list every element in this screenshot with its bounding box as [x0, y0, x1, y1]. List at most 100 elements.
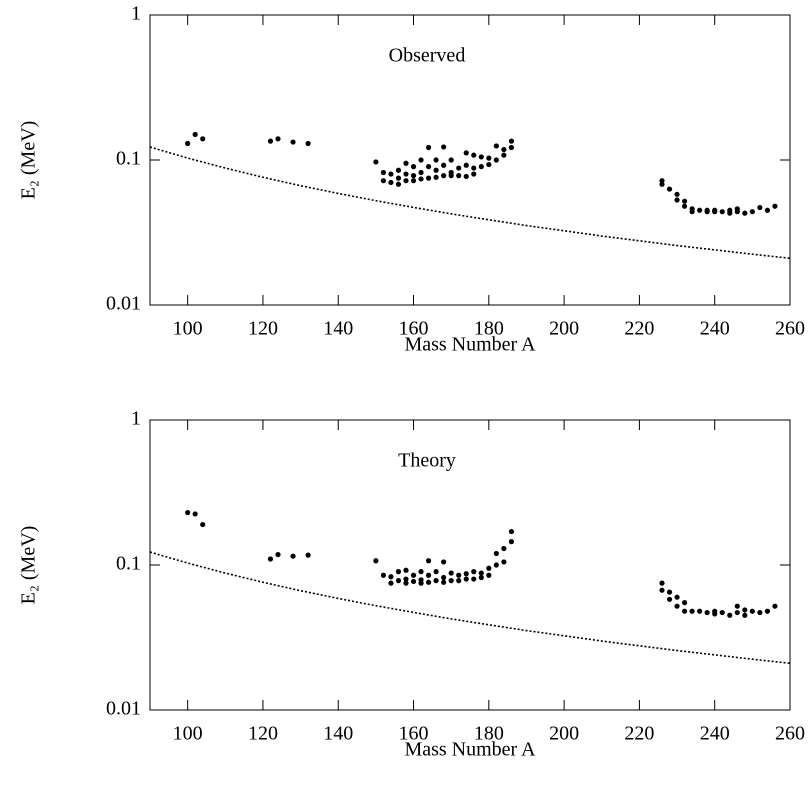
data-point — [501, 559, 507, 565]
data-point — [471, 171, 477, 177]
x-tick-label: 200 — [549, 723, 579, 745]
y-axis-label: E₂ (MeV) — [18, 526, 40, 605]
data-point — [742, 612, 748, 618]
data-point — [471, 152, 477, 158]
x-tick-label: 180 — [474, 723, 504, 745]
data-point — [463, 576, 469, 582]
data-point — [433, 174, 439, 180]
data-point — [395, 181, 402, 187]
data-point — [493, 157, 499, 163]
data-point — [674, 191, 680, 197]
data-point — [388, 171, 394, 177]
data-point — [456, 578, 462, 584]
data-point — [757, 609, 763, 616]
data-point — [463, 173, 469, 180]
data-point — [388, 574, 394, 580]
data-point — [734, 603, 740, 609]
y-tick-label: 0.1 — [116, 553, 141, 575]
x-tick-label: 220 — [624, 723, 654, 745]
data-point — [659, 178, 665, 184]
x-tick-label: 200 — [549, 318, 579, 340]
data-point — [200, 521, 206, 528]
data-point — [425, 164, 432, 170]
data-point — [719, 209, 725, 215]
data-point — [772, 603, 778, 609]
data-point — [493, 562, 499, 568]
annotation: Theory — [398, 450, 456, 472]
x-axis-label: Mass Number A — [404, 334, 536, 356]
data-point — [403, 178, 409, 184]
y-tick-label: 1 — [131, 408, 141, 430]
data-point — [418, 176, 424, 182]
data-point — [674, 603, 680, 609]
data-point — [478, 164, 484, 170]
data-point — [403, 580, 409, 586]
data-point — [448, 157, 454, 163]
data-point — [410, 178, 417, 184]
data-point — [742, 210, 748, 216]
data-point — [471, 569, 477, 575]
data-point — [471, 576, 477, 582]
data-point — [418, 580, 424, 586]
x-axis-label: Mass Number A — [404, 739, 536, 761]
data-point — [410, 578, 417, 585]
x-tick-label: 260 — [775, 723, 805, 745]
data-point — [403, 160, 409, 166]
data-point — [486, 161, 492, 168]
x-tick-label: 240 — [700, 723, 730, 745]
data-point — [659, 580, 665, 586]
data-point — [305, 552, 311, 558]
data-point — [425, 558, 432, 564]
data-point — [712, 611, 718, 617]
y-tick-label: 0.01 — [106, 698, 141, 720]
data-point — [704, 209, 710, 215]
data-point — [425, 572, 432, 578]
plot-frame — [149, 419, 791, 711]
data-point — [681, 203, 688, 209]
data-point — [441, 162, 447, 168]
x-tick-label: 100 — [173, 723, 203, 745]
data-point — [290, 553, 296, 559]
data-point — [418, 157, 424, 163]
data-point — [757, 204, 763, 211]
data-point — [380, 169, 387, 176]
data-point — [192, 131, 198, 138]
data-point — [395, 578, 402, 584]
data-point — [441, 574, 447, 581]
data-point — [448, 570, 454, 576]
x-tick-label: 100 — [173, 318, 203, 340]
data-point — [697, 608, 703, 614]
data-point — [689, 209, 695, 215]
data-point — [448, 173, 454, 179]
data-point — [659, 587, 665, 593]
x-tick-label: 260 — [775, 318, 805, 340]
data-point — [772, 203, 778, 209]
data-point — [388, 580, 394, 586]
data-point — [697, 207, 703, 213]
data-point — [433, 167, 439, 173]
data-point — [764, 608, 771, 614]
data-point — [410, 572, 417, 578]
data-point — [508, 138, 515, 144]
annotation: Observed — [389, 45, 466, 67]
trend-line — [149, 551, 791, 665]
x-tick-label: 160 — [399, 318, 429, 340]
data-point — [380, 178, 387, 184]
y-axis-label: E₂ (MeV) — [18, 121, 40, 200]
data-point — [508, 144, 515, 151]
data-point — [681, 198, 688, 204]
y-tick-label: 0.01 — [106, 293, 141, 315]
data-point — [395, 167, 402, 173]
data-point — [727, 210, 733, 216]
data-point — [448, 578, 454, 584]
data-point — [425, 144, 432, 151]
data-point — [764, 207, 771, 213]
data-point — [275, 136, 281, 142]
data-point — [712, 209, 718, 215]
x-tick-label: 180 — [474, 318, 504, 340]
data-point — [433, 157, 439, 163]
x-tick-label: 240 — [700, 318, 730, 340]
data-point — [456, 165, 462, 171]
data-point — [418, 169, 424, 176]
